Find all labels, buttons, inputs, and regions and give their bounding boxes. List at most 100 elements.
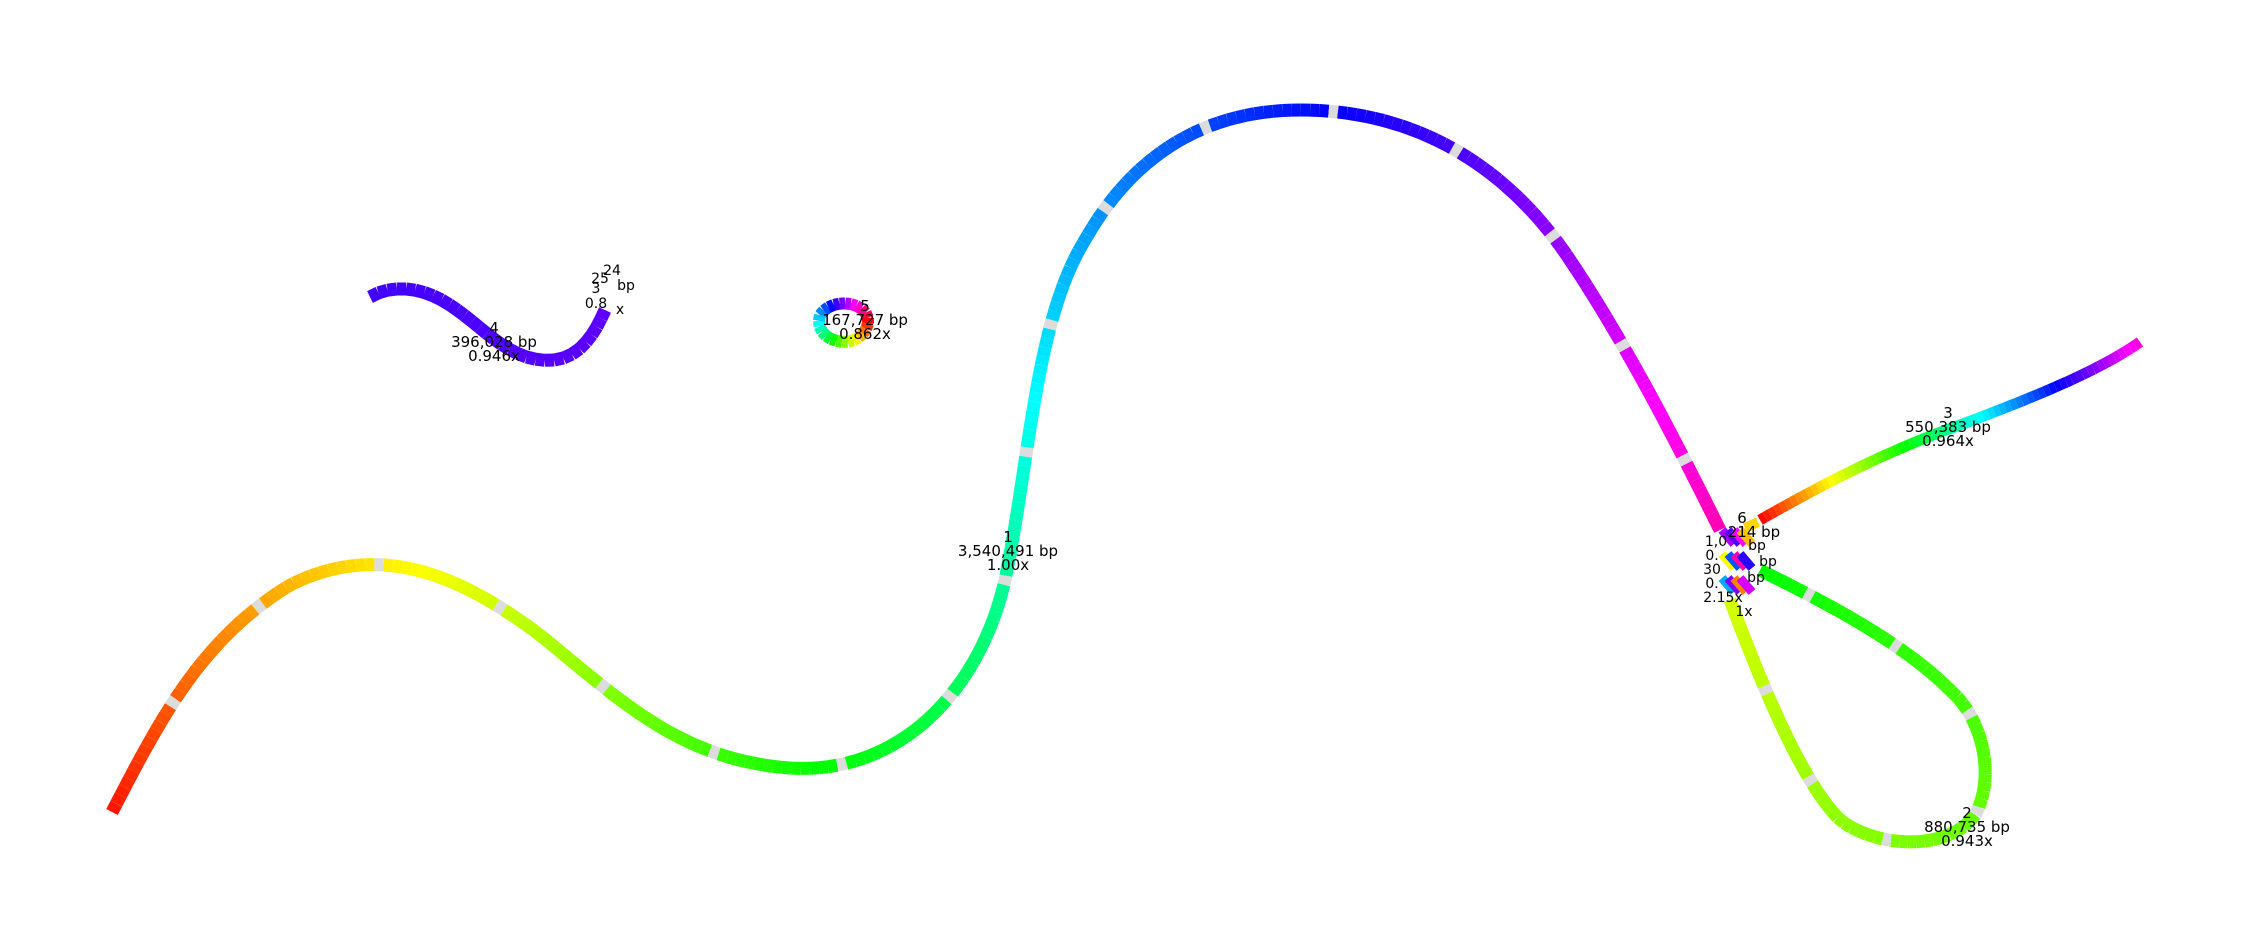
contig-1-edge-segment	[664, 725, 680, 742]
contig-1-edge-segment	[573, 661, 590, 678]
contig-3-edge-segment	[2019, 393, 2030, 407]
contig-2-edge-segment	[1961, 706, 1978, 721]
contig-2-edge-segment	[1856, 824, 1870, 841]
contig-4-edge-segment	[580, 330, 597, 347]
contig-2-edge-segment	[1959, 816, 1975, 832]
contig-1-edge-segment	[1041, 327, 1056, 340]
contig-1-edge-segment	[1033, 363, 1048, 376]
contig-5-edge-segment	[817, 327, 831, 340]
contig-3-length: 550,383 bp	[1905, 418, 1991, 436]
contig-1-edge-segment	[952, 674, 969, 690]
contig-5-edge-segment	[860, 321, 874, 332]
contig-2-edge-segment	[1790, 751, 1806, 766]
contig-1-edge-segment	[1054, 282, 1070, 296]
contig-3-edge-segment	[1767, 506, 1779, 519]
hub-contig-segment	[1736, 527, 1756, 547]
contig-2-label: 2 880,735 bp 0.943x	[1924, 804, 2010, 850]
contig-2-edge-segment	[1775, 721, 1791, 735]
contig-5-id: 5	[860, 297, 870, 315]
contig-2-edge-segment	[1881, 832, 1893, 847]
contig-1-edge-segment	[1003, 547, 1018, 559]
contig-1-edge-segment	[1514, 193, 1530, 210]
contig-1-edge-segment	[327, 561, 339, 577]
contig-1-edge-segment	[1019, 446, 1034, 458]
contig-1-edge-segment	[734, 752, 747, 768]
contig-2-edge-segment	[1969, 804, 1985, 818]
contig-1-edge-segment	[1029, 382, 1045, 394]
contig-1-edge-segment	[1006, 528, 1021, 541]
contig-1-edge-segment	[673, 729, 688, 746]
contig-1-edge-segment	[1007, 519, 1023, 531]
contig-1-edge-segment	[901, 726, 917, 743]
contig-2-edge-segment	[1969, 722, 1985, 736]
contig-1-edge-segment	[1507, 186, 1524, 203]
contig-5-edge-segment	[854, 329, 867, 343]
contig-5-edge-segment	[812, 319, 826, 328]
hub-contig-segment	[1718, 527, 1738, 547]
contig-1-edge-segment	[1668, 435, 1684, 451]
contig-4-edge-segment	[430, 289, 445, 306]
contig-1-edge-segment	[566, 655, 582, 672]
contig-1-edge-segment	[1072, 239, 1089, 255]
contig-2-edge-segment	[1915, 658, 1931, 674]
contig-1-edge-segment	[947, 681, 964, 697]
contig-2-edge-segment	[1908, 653, 1924, 669]
contig-1-edge-segment	[827, 758, 839, 774]
contig-3-edge-segment	[2014, 395, 2025, 409]
contig-1-edge-segment	[1538, 221, 1555, 237]
contig-4-edge-segment	[453, 304, 469, 321]
contig-1-edge-segment	[244, 604, 260, 621]
contig-5-edge-segment	[857, 325, 872, 338]
contig-3-edge-segment	[2053, 379, 2063, 393]
contig-2-edge	[1723, 564, 1992, 849]
contig-5-edge-segment	[849, 298, 859, 312]
contig-1-edge-segment	[544, 637, 561, 654]
contig-1-edge-segment	[1337, 105, 1348, 120]
contig-2-id: 2	[1962, 804, 1972, 822]
contig-1-edge-segment	[1641, 386, 1658, 402]
contig-6-edge	[1742, 517, 1761, 533]
contig-2-edge-segment	[1934, 674, 1950, 690]
contig-5-edge-segment	[815, 306, 829, 319]
contig-3-edge-segment	[1992, 404, 2002, 418]
contig-2-edge-segment	[1742, 644, 1758, 658]
contig-1-edge-segment	[197, 650, 214, 666]
contig-1-edge-segment	[1685, 469, 1701, 484]
hub-cluster-label-a: 1,0	[1705, 534, 1727, 550]
contig-1-id: 1	[1003, 528, 1013, 546]
contig-5-edge-segment	[846, 334, 855, 348]
contig-1-edge-segment	[743, 755, 756, 770]
contig-1-label: 1 3,540,491 bp 1.00x	[958, 528, 1058, 574]
contig-1-edge-segment	[681, 733, 696, 750]
contig-1-edge-segment	[132, 751, 149, 766]
contig-1-length: 3,540,491 bp	[958, 542, 1058, 560]
contig-1-edge-segment	[1544, 228, 1561, 244]
contig-1-edge-segment	[1225, 111, 1239, 127]
contig-3-edge-segment	[1913, 434, 1924, 448]
contig-3-edge-segment	[1825, 474, 1837, 488]
contig-1-edge-segment	[216, 629, 233, 646]
contig-1-edge-segment	[1235, 109, 1248, 124]
contig-2-edge-segment	[1794, 758, 1810, 773]
graph-edges	[106, 103, 2144, 849]
contig-3-edge-segment	[1810, 483, 1821, 496]
hub-cluster-label-f: bp	[1747, 570, 1765, 586]
contig-2-edge-segment	[1952, 692, 1968, 708]
contig-2-edge-segment	[1928, 668, 1944, 685]
contig-2-edge-segment	[1748, 660, 1764, 673]
contig-1-edge-segment	[1082, 223, 1099, 239]
contig-5-edge-segment	[832, 297, 841, 311]
contig-4-edge-segment	[595, 307, 611, 322]
contig-1-edge-segment	[1109, 185, 1126, 201]
hub-cluster-label-g: 0.	[1705, 576, 1718, 592]
contig-2-edge-segment	[1888, 638, 1903, 654]
contig-1-edge-segment	[648, 716, 664, 733]
contig-1-edge-segment	[997, 574, 1013, 587]
contig-2-edge-segment	[1751, 668, 1767, 681]
contig-1-edge-segment	[1500, 180, 1517, 197]
contig-4-depth: 0.946x	[468, 347, 520, 365]
contig-2-edge-segment	[1772, 571, 1786, 588]
contig-2-edge-segment	[1946, 686, 1962, 702]
contig-1-edge-segment	[1128, 164, 1145, 181]
contig-4-length: 396,028 bp	[451, 333, 537, 351]
